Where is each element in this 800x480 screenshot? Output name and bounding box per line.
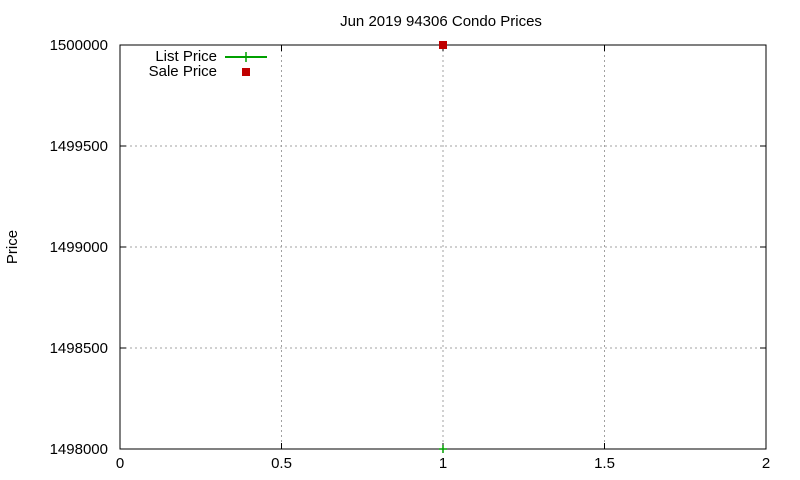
x-tick-label: 2	[762, 455, 770, 472]
sale-price-point	[439, 41, 447, 49]
y-axis-label: Price	[4, 230, 21, 264]
grid-layer	[120, 45, 766, 449]
legend: List Price Sale Price	[149, 48, 267, 80]
data-points	[439, 41, 447, 453]
y-tick-label: 1499000	[50, 239, 108, 256]
y-tick-label: 1498500	[50, 340, 108, 357]
legend-label-list-price: List Price	[155, 48, 217, 65]
x-tick-label: 0	[116, 455, 124, 472]
legend-symbol-list-price	[225, 52, 267, 62]
legend-symbol-sale-price	[242, 68, 250, 76]
x-tick-label: 1	[439, 455, 447, 472]
legend-square-sale-price	[242, 68, 250, 76]
y-tick-label: 1500000	[50, 37, 108, 54]
ticks-layer	[119, 44, 767, 450]
chart-title: Jun 2019 94306 Condo Prices	[340, 13, 542, 30]
y-tick-labels: 1498000 1498500 1499000 1499500 1500000	[50, 37, 108, 458]
y-tick-label: 1498000	[50, 441, 108, 458]
x-tick-labels: 0 0.5 1 1.5 2	[116, 455, 770, 472]
x-tick-label: 1.5	[594, 455, 615, 472]
y-tick-label: 1499500	[50, 138, 108, 155]
list-price-point	[439, 445, 447, 453]
x-tick-label: 0.5	[271, 455, 292, 472]
legend-label-sale-price: Sale Price	[149, 63, 217, 80]
